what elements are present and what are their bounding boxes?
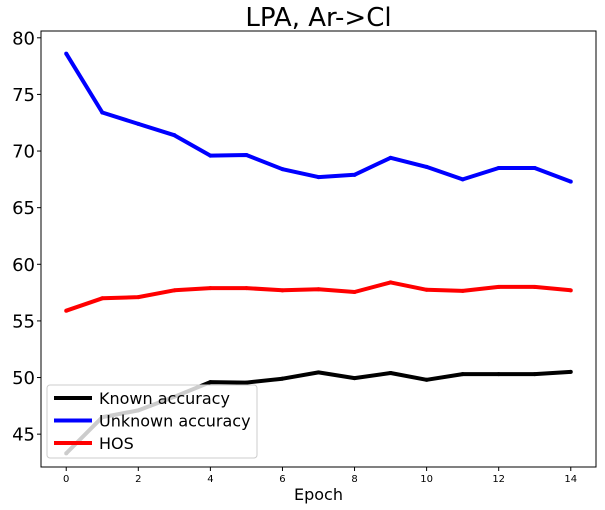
data-point <box>352 376 357 381</box>
data-point <box>280 376 285 381</box>
data-point <box>316 370 321 375</box>
data-point <box>244 380 249 385</box>
x-tick-label: 14 <box>564 474 577 485</box>
legend-label: HOS <box>99 434 134 453</box>
x-tick-label: 4 <box>207 474 213 485</box>
legend-label: Unknown accuracy <box>99 412 251 431</box>
x-tick-label: 8 <box>351 474 357 485</box>
y-axis: 45 50 55 60 65 70 75 80 <box>12 28 41 446</box>
data-point <box>172 133 177 138</box>
data-point <box>388 155 393 160</box>
data-point <box>568 179 573 184</box>
data-point <box>532 372 537 377</box>
y-tick-label: 45 <box>12 425 35 446</box>
data-point <box>316 175 321 180</box>
y-tick-label: 55 <box>12 311 35 332</box>
y-tick-label: 65 <box>12 198 35 219</box>
data-point <box>460 177 465 182</box>
data-point <box>388 371 393 376</box>
data-point <box>136 295 141 300</box>
x-axis: 0 2 4 6 8 10 12 14 <box>63 467 577 485</box>
y-tick-label: 60 <box>12 255 35 276</box>
y-tick-label: 75 <box>12 85 35 106</box>
data-point <box>100 296 105 301</box>
data-point <box>208 153 213 158</box>
y-tick-label: 50 <box>12 368 35 389</box>
data-point <box>280 288 285 293</box>
x-tick-label: 12 <box>492 474 505 485</box>
x-tick-label: 10 <box>420 474 433 485</box>
series-line-1 <box>64 52 572 184</box>
data-point <box>244 286 249 291</box>
data-point <box>136 121 141 126</box>
y-tick-label: 80 <box>12 28 35 49</box>
data-point <box>388 280 393 285</box>
chart-title: LPA, Ar->Cl <box>245 3 391 33</box>
data-point <box>532 166 537 171</box>
data-point <box>424 377 429 382</box>
legend-box <box>46 384 258 459</box>
series-line-2 <box>65 280 571 313</box>
data-point <box>496 372 501 377</box>
data-point <box>316 287 321 292</box>
legend-label: Known accuracy <box>99 389 230 408</box>
data-point <box>568 369 573 374</box>
data-point <box>64 308 69 313</box>
data-point <box>172 288 177 293</box>
data-point <box>100 110 105 115</box>
data-point <box>424 287 429 292</box>
data-point <box>568 288 573 293</box>
data-point <box>352 172 357 177</box>
data-point <box>424 164 429 169</box>
data-point <box>244 153 249 158</box>
x-tick-label: 0 <box>63 474 69 485</box>
data-point <box>460 288 465 293</box>
plot-frame <box>40 30 597 468</box>
data-point <box>64 51 69 56</box>
data-point <box>532 284 537 289</box>
data-point <box>496 284 501 289</box>
data-point <box>208 286 213 291</box>
series-layer <box>64 51 573 456</box>
data-point <box>352 290 357 295</box>
x-tick-label: 2 <box>135 474 141 485</box>
x-axis-label: Epoch <box>294 485 343 504</box>
data-point <box>208 380 213 385</box>
data-point <box>280 167 285 172</box>
y-tick-label: 70 <box>12 142 35 163</box>
data-point <box>496 166 501 171</box>
legend: Known accuracy Unknown accuracy HOS <box>46 384 258 459</box>
x-tick-label: 6 <box>279 474 285 485</box>
data-point <box>460 372 465 377</box>
